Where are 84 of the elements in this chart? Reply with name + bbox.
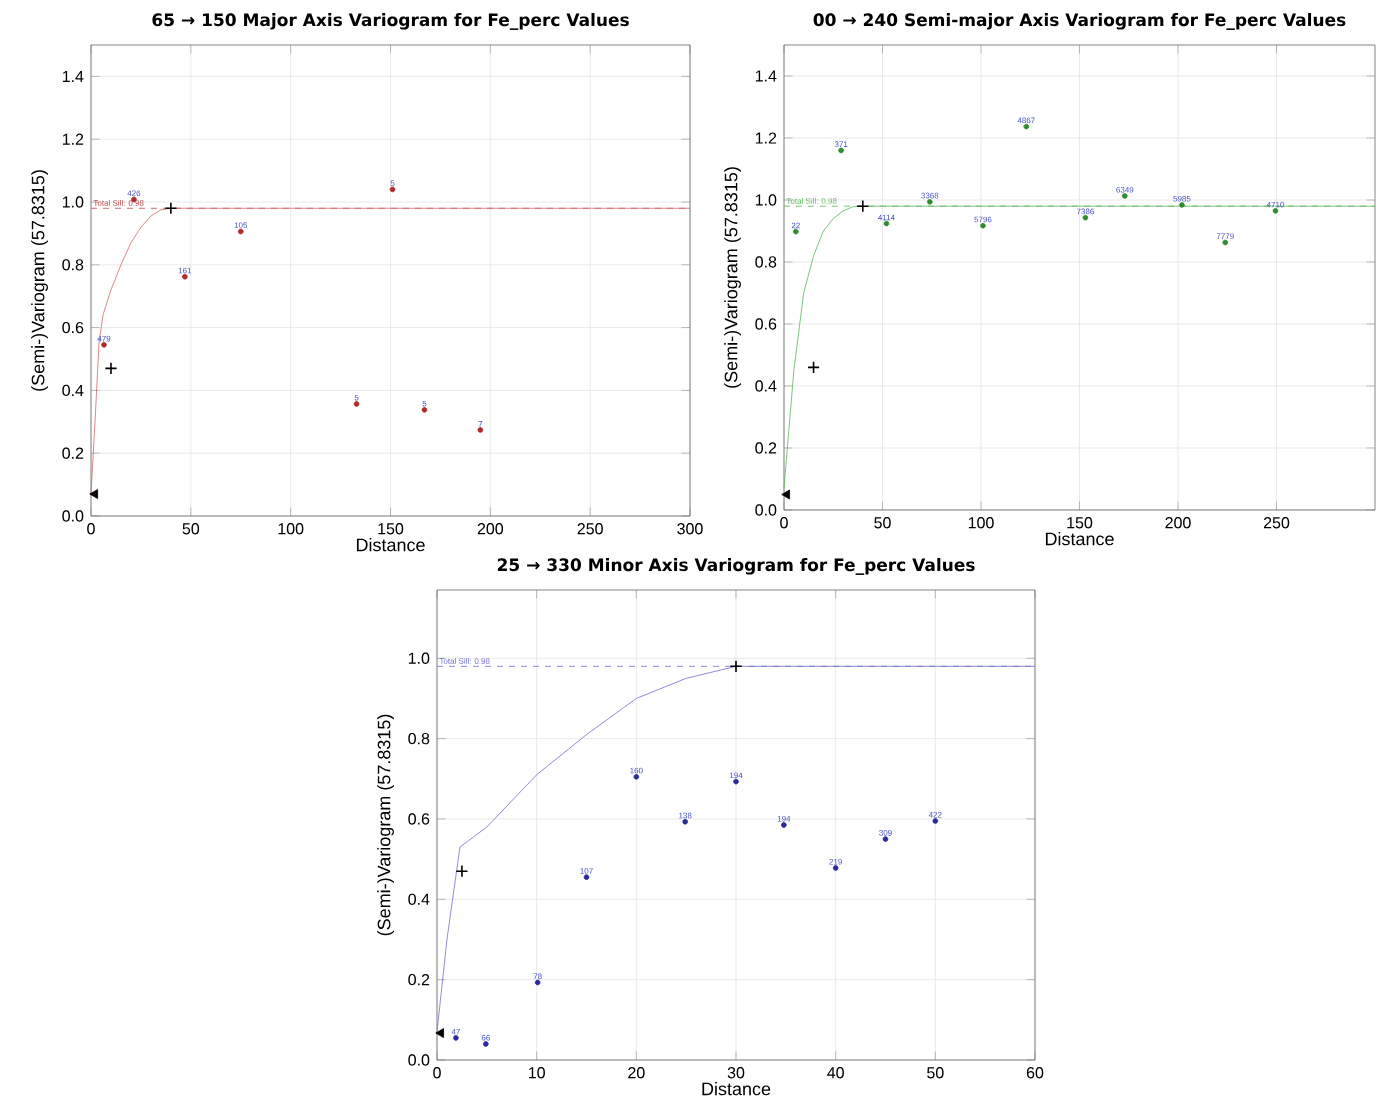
x-tick-label: 0 [780, 517, 788, 529]
ref-line-label: Total Sill: 0.98 [439, 658, 490, 664]
annotation: 138 [679, 812, 692, 819]
annotation: 219 [829, 858, 842, 865]
annotation: 7 [478, 421, 483, 427]
annotation: 47 [451, 1029, 460, 1035]
annotation: 5796 [974, 216, 992, 223]
y-tick-label: 1.0 [755, 194, 777, 206]
annotation: 160 [630, 767, 643, 774]
x-tick-label: 50 [182, 523, 200, 535]
annotation: 7779 [1216, 233, 1234, 240]
x-tick-label: 100 [278, 523, 304, 535]
y-tick-label: 1.2 [62, 133, 84, 145]
annotation: 194 [729, 772, 743, 779]
x-axis-title: Distance [356, 538, 425, 552]
annotation: 78 [533, 973, 542, 980]
x-tick-label: 20 [628, 1067, 645, 1079]
y-tick-label: 0.2 [755, 442, 777, 454]
x-axis-title: Distance [702, 1082, 771, 1096]
y-tick-label: 0.0 [408, 1054, 430, 1066]
annotation: 479 [97, 335, 111, 342]
y-tick-label: 1.4 [755, 70, 777, 82]
ref-line-label: Total Sill: 0.98 [93, 199, 144, 206]
chart-title: 65 → 150 Major Axis Variogram for Fe_perc Values [152, 13, 629, 30]
y-tick-label: 0.6 [408, 813, 430, 825]
y-axis-title: (Semi-)Variogram (57.8315) [31, 170, 48, 391]
y-tick-label: 0.6 [755, 318, 777, 330]
y-axis-title: (Semi-)Variogram (57.8315) [377, 714, 394, 936]
annotation: 107 [580, 868, 593, 874]
x-tick-label: 40 [827, 1067, 844, 1079]
y-tick-label: 0.8 [755, 256, 777, 268]
annotation: 161 [178, 267, 192, 274]
x-tick-label: 10 [528, 1067, 545, 1079]
annotation: 5985 [1173, 195, 1191, 202]
annotation: 5 [354, 394, 359, 401]
x-tick-label: 300 [677, 523, 703, 535]
annotation: 371 [834, 141, 848, 147]
x-tick-label: 250 [1263, 517, 1290, 529]
annotation: 426 [127, 190, 141, 197]
x-tick-label: 150 [378, 523, 404, 535]
annotation: 194 [777, 815, 791, 822]
y-tick-label: 1.2 [755, 132, 777, 144]
annotation: 5 [422, 400, 427, 407]
annotation: 4710 [1266, 201, 1285, 208]
annotation: 3368 [921, 192, 939, 199]
y-tick-label: 1.4 [62, 70, 84, 82]
y-tick-label: 1.0 [62, 196, 84, 208]
ref-line-label: Total Sill: 0.98 [786, 197, 837, 204]
annotation: 6349 [1116, 186, 1134, 193]
x-tick-label: 30 [727, 1067, 745, 1079]
x-tick-label: 60 [1026, 1067, 1044, 1079]
y-tick-label: 0.8 [62, 259, 84, 271]
x-tick-label: 200 [1165, 517, 1191, 529]
annotation: 5 [390, 180, 395, 187]
y-tick-label: 0.2 [62, 447, 84, 459]
x-tick-label: 150 [1067, 517, 1093, 529]
annotation: 66 [481, 1034, 490, 1041]
annotation: 22 [791, 222, 800, 229]
y-tick-label: 0.8 [408, 732, 430, 745]
annotation: 105 [234, 222, 248, 229]
x-tick-label: 0 [433, 1067, 441, 1079]
y-tick-label: 0.0 [62, 510, 84, 522]
annotation: 7386 [1076, 208, 1094, 215]
annotation: 4867 [1017, 117, 1035, 124]
annotation: 422 [928, 811, 942, 818]
x-tick-label: 250 [577, 523, 603, 535]
x-tick-label: 0 [87, 523, 95, 535]
chart-title: 25 → 330 Minor Axis Variogram for Fe_perc Values [497, 557, 975, 575]
y-axis-title: (Semi-)Variogram (57.8315) [724, 167, 741, 388]
x-tick-label: 50 [874, 517, 891, 529]
y-tick-label: 0.4 [408, 893, 430, 905]
y-tick-label: 0.4 [62, 384, 84, 397]
chart-title: 00 → 240 Semi-major Axis Variogram for Fe_perc Values [813, 13, 1346, 30]
annotation: 309 [879, 829, 892, 836]
y-tick-label: 1.0 [408, 652, 430, 664]
x-tick-label: 100 [968, 517, 994, 529]
y-tick-label: 0.0 [755, 504, 777, 516]
x-tick-label: 50 [927, 1067, 944, 1079]
x-tick-label: 200 [477, 523, 504, 535]
y-tick-label: 0.2 [408, 973, 430, 986]
y-tick-label: 0.4 [755, 380, 777, 392]
y-tick-label: 0.6 [62, 321, 84, 334]
x-axis-title: Distance [1045, 532, 1114, 546]
annotation: 4114 [878, 214, 895, 221]
